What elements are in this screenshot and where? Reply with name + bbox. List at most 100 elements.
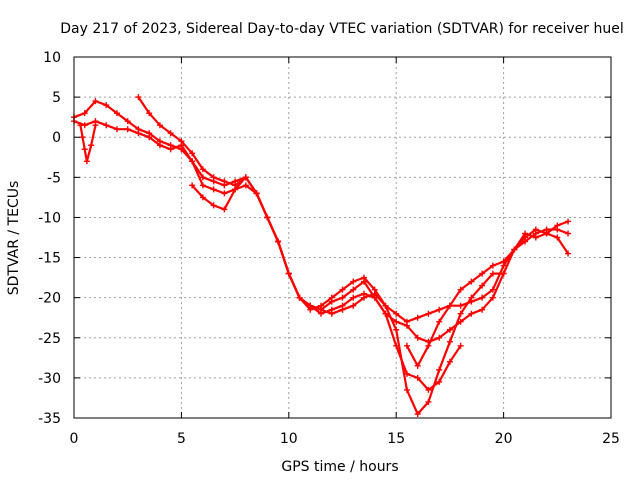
data-point-marker bbox=[382, 302, 389, 309]
data-point-marker bbox=[199, 182, 206, 189]
data-point-marker bbox=[479, 282, 486, 289]
series-track-5 bbox=[77, 122, 99, 165]
data-point-marker bbox=[425, 342, 432, 349]
x-tick-label: 0 bbox=[70, 431, 79, 447]
data-point-marker bbox=[103, 102, 110, 109]
data-point-marker bbox=[457, 342, 464, 349]
data-point-marker bbox=[350, 286, 357, 293]
data-point-marker bbox=[457, 310, 464, 317]
y-tick-label: 5 bbox=[52, 90, 61, 106]
y-tick-label: 10 bbox=[43, 50, 61, 66]
data-point-marker bbox=[468, 294, 475, 301]
data-point-marker bbox=[468, 310, 475, 317]
data-point-marker bbox=[242, 182, 249, 189]
data-point-marker bbox=[360, 278, 367, 285]
data-point-marker bbox=[210, 202, 217, 209]
data-point-marker bbox=[511, 246, 518, 253]
data-point-marker bbox=[479, 270, 486, 277]
chart-title: Day 217 of 2023, Sidereal Day-to-day VTE… bbox=[60, 21, 623, 37]
data-point-marker bbox=[489, 262, 496, 269]
y-tick-label: -30 bbox=[38, 371, 61, 387]
data-point-marker bbox=[189, 150, 196, 157]
series-line bbox=[405, 220, 570, 367]
data-point-marker bbox=[253, 190, 260, 197]
data-point-marker bbox=[360, 294, 367, 301]
series-line bbox=[137, 95, 462, 391]
data-point-marker bbox=[135, 94, 142, 101]
data-point-marker bbox=[189, 158, 196, 165]
data-point-marker bbox=[350, 294, 357, 301]
data-point-marker bbox=[414, 410, 421, 417]
data-point-marker bbox=[468, 278, 475, 285]
data-point-marker bbox=[81, 146, 88, 153]
data-point-marker bbox=[554, 234, 561, 241]
data-point-marker bbox=[339, 286, 346, 293]
data-point-marker bbox=[350, 302, 357, 309]
data-point-marker bbox=[371, 290, 378, 297]
data-point-marker bbox=[285, 270, 292, 277]
data-point-marker bbox=[425, 310, 432, 317]
data-point-marker bbox=[124, 118, 131, 125]
data-point-marker bbox=[221, 206, 228, 213]
series-track-3 bbox=[135, 94, 464, 393]
data-point-marker bbox=[457, 286, 464, 293]
data-point-marker bbox=[479, 294, 486, 301]
data-point-marker bbox=[92, 122, 99, 129]
x-axis-title: GPS time / hours bbox=[281, 459, 398, 475]
data-point-marker bbox=[199, 166, 206, 173]
x-tick-label: 20 bbox=[495, 431, 513, 447]
y-tick-label: -10 bbox=[38, 210, 61, 226]
y-tick-label: 0 bbox=[52, 130, 61, 146]
series-line bbox=[72, 120, 570, 323]
y-tick-label: -20 bbox=[38, 291, 61, 307]
data-point-marker bbox=[500, 258, 507, 265]
data-point-marker bbox=[403, 386, 410, 393]
data-point-marker bbox=[296, 294, 303, 301]
data-point-marker bbox=[167, 146, 174, 153]
data-point-marker bbox=[339, 306, 346, 313]
data-point-marker bbox=[414, 362, 421, 369]
data-point-marker bbox=[489, 286, 496, 293]
data-point-marker bbox=[489, 270, 496, 277]
data-point-marker bbox=[92, 98, 99, 105]
data-point-marker bbox=[83, 158, 90, 165]
data-point-marker bbox=[307, 302, 314, 309]
data-point-marker bbox=[232, 186, 239, 193]
data-point-marker bbox=[242, 174, 249, 181]
data-point-marker bbox=[414, 334, 421, 341]
data-point-marker bbox=[393, 326, 400, 333]
data-point-marker bbox=[425, 386, 432, 393]
data-point-marker bbox=[103, 122, 110, 129]
x-tick-label: 25 bbox=[602, 431, 620, 447]
y-tick-label: -25 bbox=[38, 331, 61, 347]
plot-frame bbox=[73, 56, 612, 419]
data-point-marker bbox=[178, 138, 185, 145]
series-line bbox=[191, 184, 505, 416]
series-track-2 bbox=[71, 118, 572, 325]
data-point-marker bbox=[156, 122, 163, 129]
data-point-marker bbox=[425, 398, 432, 405]
series-line bbox=[79, 124, 97, 163]
x-tick-label: 5 bbox=[177, 431, 186, 447]
data-point-marker bbox=[565, 250, 572, 257]
data-point-marker bbox=[382, 310, 389, 317]
data-point-marker bbox=[436, 306, 443, 313]
data-point-marker bbox=[124, 126, 131, 133]
data-point-marker bbox=[113, 126, 120, 133]
data-point-marker bbox=[81, 110, 88, 117]
series-layer bbox=[71, 94, 572, 417]
data-point-marker bbox=[446, 302, 453, 309]
data-point-marker bbox=[414, 374, 421, 381]
data-point-marker bbox=[489, 294, 496, 301]
data-point-marker bbox=[210, 186, 217, 193]
data-point-marker bbox=[199, 194, 206, 201]
data-point-marker bbox=[479, 306, 486, 313]
data-point-marker bbox=[210, 174, 217, 181]
data-point-marker bbox=[113, 110, 120, 117]
data-point-marker bbox=[199, 174, 206, 181]
data-point-marker bbox=[167, 130, 174, 137]
data-point-marker bbox=[339, 294, 346, 301]
data-point-marker bbox=[318, 306, 325, 313]
data-point-marker bbox=[264, 214, 271, 221]
